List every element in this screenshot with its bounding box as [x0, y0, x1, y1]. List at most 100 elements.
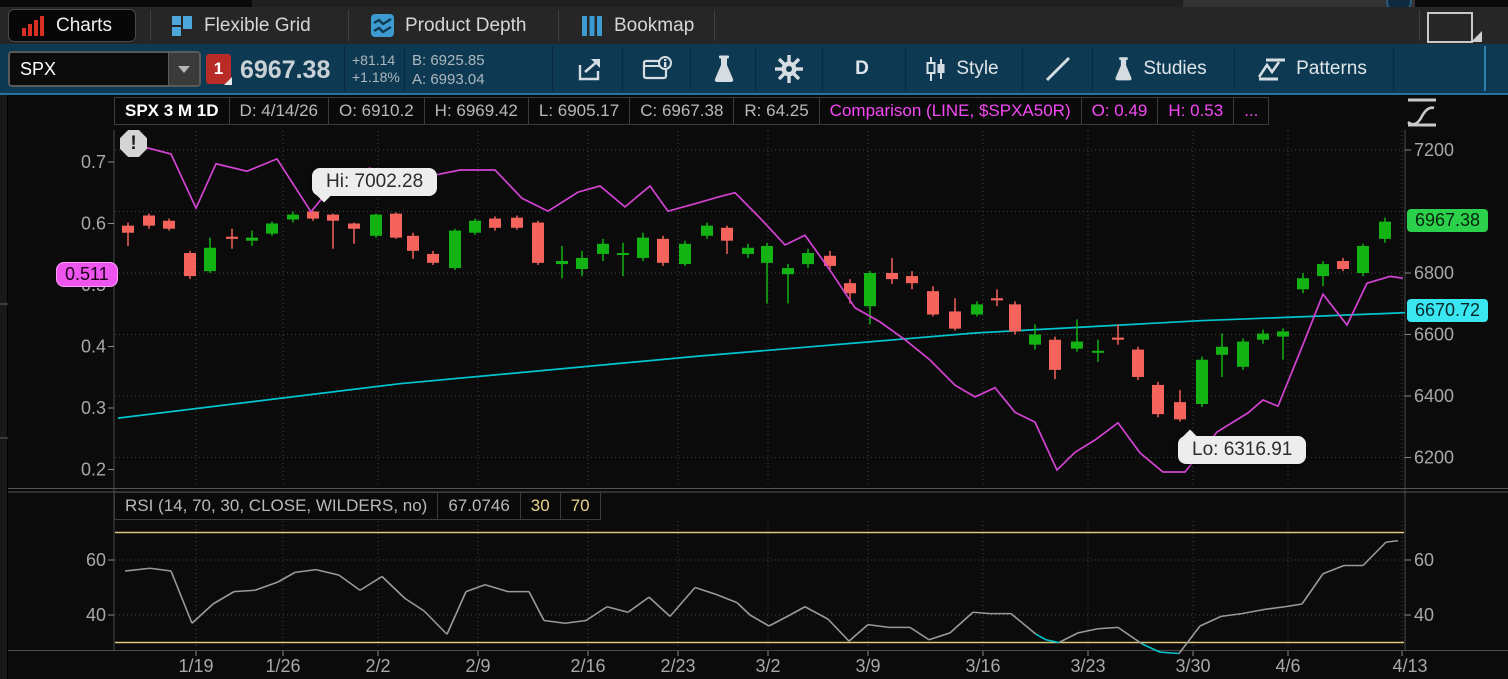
separator [344, 46, 345, 91]
ma-price-bubble: 6670.72 [1407, 299, 1489, 322]
ohlc-field: H: 6969.42 [423, 97, 529, 125]
top-strip-segment [252, 0, 1183, 7]
chart-canvas[interactable] [8, 95, 1508, 679]
flask-icon [714, 55, 734, 82]
separator [1092, 46, 1093, 91]
ohlc-field: D: 4/14/26 [228, 97, 329, 125]
symbol-combobox[interactable]: SPX [8, 51, 201, 87]
separator [1393, 46, 1394, 91]
tab-product-depth[interactable]: Product Depth [370, 7, 526, 44]
patterns-button[interactable]: Patterns [1242, 44, 1382, 93]
bid-ask-block: B: 6925.85 A: 6993.04 [412, 51, 485, 89]
timeframe-button[interactable]: D [832, 44, 892, 93]
comparison-value-bubble: 0.511 [56, 262, 118, 287]
comparison-field: Comparison (LINE, $SPXA50R) [818, 97, 1082, 125]
rsi-oversold-value: 30 [519, 492, 561, 520]
tab-label: Bookmap [614, 14, 695, 36]
grid-icon [172, 15, 192, 36]
share-button[interactable] [562, 44, 620, 93]
high-tooltip: Hi: 7002.28 [312, 168, 438, 203]
rsi-value: 67.0746 [437, 492, 521, 520]
badge-fold-icon [224, 77, 232, 85]
settings-button[interactable] [760, 44, 818, 93]
tab-separator [348, 10, 349, 41]
bid-value: B: 6925.85 [412, 52, 485, 69]
separator [905, 46, 906, 91]
studies-button[interactable]: Studies [1100, 44, 1220, 93]
separator [1022, 46, 1023, 91]
rsi-header-row: RSI (14, 70, 30, CLOSE, WILDERS, no) 67.… [114, 492, 601, 520]
ohlc-field: L: 6905.17 [527, 97, 631, 125]
tab-label: Product Depth [405, 14, 527, 36]
separator [822, 46, 823, 91]
last-price-bubble: 6967.38 [1407, 209, 1489, 232]
patterns-label: Patterns [1296, 57, 1367, 79]
ohlc-field: R: 64.25 [733, 97, 820, 125]
low-tooltip-text: Lo: 6316.91 [1192, 439, 1293, 460]
separator [404, 46, 405, 91]
window-top-strip [0, 0, 1508, 7]
waves-icon [371, 14, 394, 37]
trendline-icon [1045, 56, 1070, 81]
tab-flexible-grid[interactable]: Flexible Grid [170, 7, 311, 44]
share-icon [578, 58, 600, 80]
comparison-field: O: 0.49 [1080, 97, 1159, 125]
toolbar-edge-handle[interactable] [1484, 46, 1486, 91]
tab-bar: Charts Flexible Grid Product Depth [0, 7, 1508, 44]
ohlc-field: C: 6967.38 [629, 97, 735, 125]
price-change-block: +81.14 +1.18% [352, 52, 400, 86]
tab-separator [714, 10, 715, 41]
separator [1234, 46, 1235, 91]
alert-badge[interactable]: 1 [206, 54, 232, 85]
tab-label: Flexible Grid [204, 14, 311, 36]
tab-separator [150, 10, 151, 41]
rail-notch [0, 303, 8, 305]
left-rail[interactable] [0, 95, 8, 679]
chart-describe-button[interactable] [628, 44, 686, 93]
price-change: +81.14 [352, 52, 396, 68]
warning-icon[interactable]: ! [120, 130, 147, 157]
comparison-field: H: 0.53 [1157, 97, 1235, 125]
drawing-tool-button[interactable] [1030, 44, 1085, 93]
studies-label: Studies [1143, 57, 1207, 79]
separator [690, 46, 691, 91]
separator [622, 46, 623, 91]
alert-badge-count: 1 [213, 59, 224, 78]
corner-resize-icon[interactable] [1471, 31, 1482, 42]
price-change-pct: +1.18% [352, 69, 400, 85]
bar-chart-icon [22, 15, 44, 36]
style-button[interactable]: Style [912, 44, 1012, 93]
bookmap-icon [582, 15, 602, 36]
tab-separator [1419, 10, 1420, 41]
style-label: Style [956, 57, 999, 79]
symbol-dropdown-button[interactable] [168, 53, 199, 85]
comparison-field: ... [1233, 97, 1270, 125]
symbol-input[interactable]: SPX [20, 58, 57, 79]
tab-separator [558, 10, 559, 41]
flask-icon [1115, 56, 1132, 80]
separator [755, 46, 756, 91]
last-price: 6967.38 [240, 56, 331, 84]
window-shape-button[interactable] [1427, 12, 1473, 43]
tab-bookmap[interactable]: Bookmap [580, 7, 694, 44]
rail-notch [0, 437, 8, 439]
rsi-overbought-value: 70 [559, 492, 601, 520]
news-icon [642, 55, 672, 79]
low-tooltip: Lo: 6316.91 [1178, 429, 1307, 464]
analyze-button[interactable] [696, 44, 752, 93]
ask-value: A: 6993.04 [412, 71, 485, 88]
top-strip-segment [1183, 0, 1415, 7]
separator [552, 46, 553, 91]
chevron-down-icon [178, 65, 190, 73]
gear-icon [775, 54, 803, 83]
tab-charts[interactable]: Charts [8, 9, 136, 42]
candlestick-icon [926, 56, 945, 81]
chart-toolbar: SPX 1 6967.38 +81.14 +1.18% B: 6925.85 A… [0, 44, 1508, 132]
timeframe-label: D [855, 57, 869, 79]
ohlc-field: O: 6910.2 [328, 97, 425, 125]
chart-title: SPX 3 M 1D [114, 97, 230, 125]
patterns-icon [1258, 58, 1286, 80]
tab-label: Charts [56, 14, 112, 36]
rsi-label[interactable]: RSI (14, 70, 30, CLOSE, WILDERS, no) [114, 492, 439, 520]
